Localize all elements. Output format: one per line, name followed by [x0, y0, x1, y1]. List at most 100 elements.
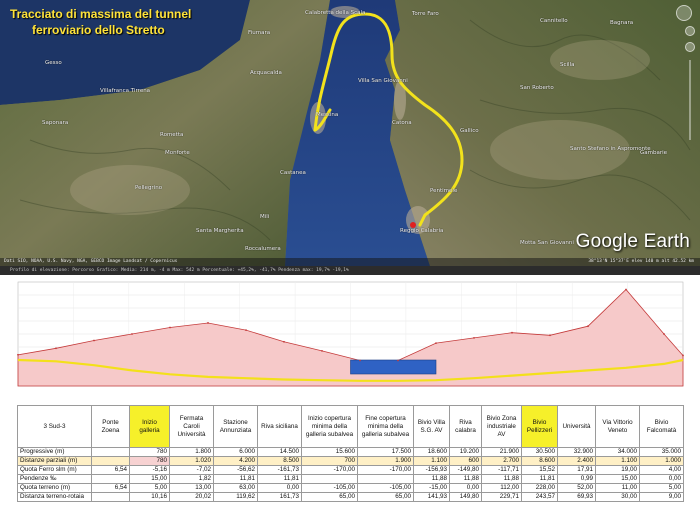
table-cell: 15,52	[521, 465, 558, 475]
table-cell: 0,00	[639, 474, 684, 484]
table-header-cell: Inizio galleria	[129, 405, 170, 448]
table-cell: 0,00	[257, 483, 302, 493]
look-control-icon[interactable]	[685, 26, 695, 36]
table-cell: 4,00	[639, 465, 684, 475]
table-header-cell: Bivio Villa S.G. AV	[413, 405, 450, 448]
table-cell: 149,80	[449, 492, 482, 502]
table-cell: 1,82	[169, 474, 214, 484]
map-view[interactable]: Tracciato di massima del tunnel ferrovia…	[0, 0, 700, 266]
satellite-image	[0, 0, 700, 266]
table-cell: 1.900	[357, 456, 414, 466]
profile-chart	[17, 281, 684, 387]
table-cell: 17,91	[557, 465, 596, 475]
table-cell: -161,73	[257, 465, 302, 475]
table-cell: 1.020	[169, 456, 214, 466]
profile-point	[283, 340, 285, 343]
profile-point	[17, 353, 19, 356]
table-cell: 63,00	[213, 483, 258, 493]
compass-icon[interactable]	[676, 5, 692, 21]
table-cell: 20,02	[169, 492, 214, 502]
table-cell: 21.900	[481, 447, 522, 457]
table-cell: -5,16	[129, 465, 170, 475]
town-label: Gallico	[460, 128, 479, 134]
table-cell: 6,54	[91, 465, 130, 475]
row-label: Quota terreno (m)	[17, 483, 92, 493]
table-cell: 600	[449, 456, 482, 466]
table-cell: -156,93	[413, 465, 450, 475]
table-header-cell: Università	[557, 405, 596, 448]
profile-point	[663, 333, 665, 335]
table-row: Progressive (m) 780 1.800 6.000 14.500 15.600…	[17, 447, 684, 457]
town-label: Gesso	[45, 60, 62, 66]
table-cell: 8.500	[257, 456, 302, 466]
table-header-cell: Fermata Caroli Università	[169, 405, 214, 448]
table-cell: 112,00	[481, 483, 522, 493]
town-label: Acquacalda	[250, 70, 282, 76]
table-cell: 161,73	[257, 492, 302, 502]
town-label: Saponara	[42, 120, 69, 126]
town-label: San Roberto	[520, 85, 554, 91]
elevation-profile[interactable]: Profilo di elevazione: Percorso Grafico:…	[0, 266, 700, 402]
table-cell: 228,00	[521, 483, 558, 493]
table-cell: 11,81	[213, 474, 258, 484]
town-label: Pentimele	[430, 188, 458, 194]
table-cell: 18.600	[413, 447, 450, 457]
table-cell: 19,00	[595, 465, 640, 475]
table-cell: 1.100	[595, 456, 640, 466]
table-row: Distanze parziali (m) 780 1.020 4.200 8.500 7…	[17, 456, 684, 466]
table-cell: 1.100	[413, 456, 450, 466]
town-label: Mili	[260, 214, 270, 220]
table-cell: 65,00	[357, 492, 414, 502]
profile-point	[245, 329, 247, 331]
map-coordinates: 38°13'N 15°37'E elev 140 m alt 42.52 km	[588, 259, 694, 264]
town-label: Messina	[316, 112, 339, 118]
town-label: Gambarie	[640, 150, 668, 156]
profile-point	[131, 333, 133, 335]
table-cell: 780	[129, 447, 170, 457]
town-label: Pellegrino	[135, 185, 163, 191]
profile-point	[511, 331, 513, 334]
table-header-cell: Riva calabra	[449, 405, 482, 448]
table-cell: -7,02	[169, 465, 214, 475]
table-header-cell: Ponte Zoena	[91, 405, 130, 448]
table-cell	[301, 474, 358, 484]
town-label: Villa San Giovanni	[358, 78, 408, 84]
table-cell: -117,71	[481, 465, 522, 475]
profile-point	[55, 347, 57, 350]
row-label: Distanze parziali (m)	[17, 456, 92, 466]
move-control-icon[interactable]	[685, 42, 695, 52]
town-label: Reggio Calabria	[400, 228, 444, 234]
location-pin-icon[interactable]	[410, 222, 416, 228]
table-cell: 69,93	[557, 492, 596, 502]
table-header-cell: Riva siciliana	[257, 405, 302, 448]
sea-segment	[350, 359, 437, 375]
table-cell: 14.500	[257, 447, 302, 457]
table-cell: 15,00	[129, 474, 170, 484]
table-header-cell: Bivio Pellizzeri	[521, 405, 558, 448]
table-cell: 4.200	[213, 456, 258, 466]
tunnel-data-table: 3 Sud-3 Ponte Zoena Inizio galleria Fermata…	[17, 405, 684, 513]
table-header-cell: Stazione Annunziata	[213, 405, 258, 448]
profile-point	[625, 288, 627, 291]
table-cell	[357, 474, 414, 484]
profile-point	[321, 350, 323, 352]
table-cell: -105,00	[357, 483, 414, 493]
table-cell: 2.400	[557, 456, 596, 466]
town-label: Villafranca Tirrena	[100, 88, 151, 94]
table-cell: -15,00	[413, 483, 450, 493]
table-cell: 0,00	[449, 483, 482, 493]
profile-point	[93, 339, 95, 342]
table-header-cell: Bivio Falcomatà	[639, 405, 684, 448]
map-title-line1: Tracciato di massima del tunnel	[10, 7, 192, 21]
table-cell: 13,00	[169, 483, 214, 493]
table-cell: 17.500	[357, 447, 414, 457]
map-attribution: Dati SIO, NOAA, U.S. Navy, NGA, GEBCO Im…	[4, 259, 178, 264]
table-row: Pendenze ‰ 15,00 1,82 11,81 11,81 11,88 11,88 1…	[17, 474, 684, 484]
table-cell: 780	[129, 456, 170, 466]
google-earth-logo: Google Earth	[575, 231, 690, 252]
zoom-slider[interactable]	[689, 60, 691, 140]
row-label: Progressive (m)	[17, 447, 92, 457]
table-cell: 1.800	[169, 447, 214, 457]
profile-point	[587, 325, 589, 328]
table-cell: 9,00	[639, 492, 684, 502]
